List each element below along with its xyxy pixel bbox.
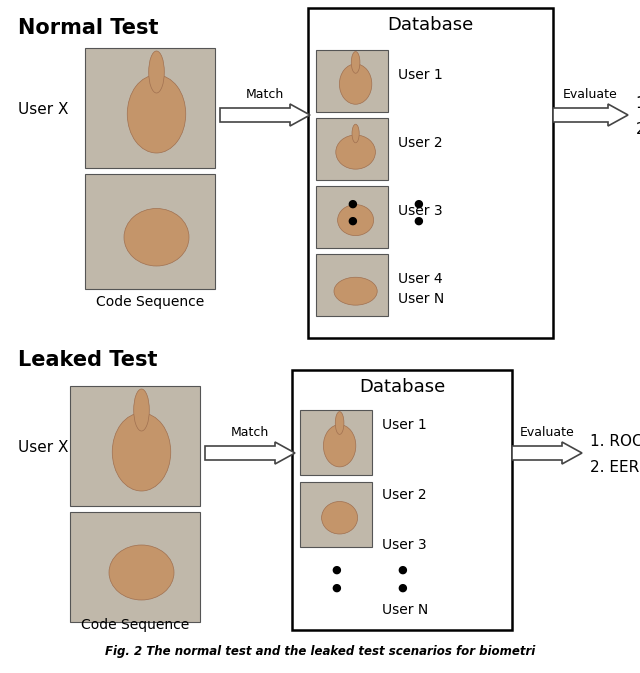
Bar xyxy=(300,482,372,547)
Text: User N: User N xyxy=(398,292,444,306)
Text: Database: Database xyxy=(359,378,445,396)
Ellipse shape xyxy=(112,413,171,491)
Ellipse shape xyxy=(323,425,356,467)
Text: ●: ● xyxy=(413,199,423,209)
Text: Database: Database xyxy=(387,16,474,34)
Text: ●: ● xyxy=(413,216,423,226)
Text: ●: ● xyxy=(331,583,341,593)
Ellipse shape xyxy=(127,75,186,153)
Bar xyxy=(85,48,215,168)
Text: Evaluate: Evaluate xyxy=(563,88,618,101)
Bar xyxy=(85,174,215,289)
Text: User 2: User 2 xyxy=(398,136,443,150)
Text: Fig. 2 The normal test and the leaked test scenarios for biometri: Fig. 2 The normal test and the leaked te… xyxy=(105,645,535,658)
Ellipse shape xyxy=(334,277,377,305)
Text: Normal Test: Normal Test xyxy=(18,18,159,38)
Text: User X: User X xyxy=(18,441,68,456)
Text: Code Sequence: Code Sequence xyxy=(81,618,189,632)
Ellipse shape xyxy=(148,51,164,93)
Text: 2. EER: 2. EER xyxy=(590,460,639,474)
Text: User N: User N xyxy=(382,603,428,617)
Polygon shape xyxy=(205,442,295,464)
Text: Leaked Test: Leaked Test xyxy=(18,350,157,370)
Text: Match: Match xyxy=(231,426,269,439)
Bar xyxy=(300,410,372,475)
Polygon shape xyxy=(512,442,582,464)
Text: User 1: User 1 xyxy=(382,418,427,432)
Bar xyxy=(70,386,200,506)
Ellipse shape xyxy=(336,135,376,169)
Ellipse shape xyxy=(351,52,360,73)
Bar xyxy=(316,186,388,248)
Text: ●: ● xyxy=(397,565,407,575)
Bar xyxy=(292,370,512,630)
Text: User 3: User 3 xyxy=(398,204,443,218)
Text: User X: User X xyxy=(18,102,68,118)
Ellipse shape xyxy=(134,389,149,431)
Text: User 1: User 1 xyxy=(398,68,443,82)
Ellipse shape xyxy=(335,412,344,434)
Ellipse shape xyxy=(339,64,372,104)
Ellipse shape xyxy=(352,125,359,143)
Polygon shape xyxy=(553,104,628,126)
Polygon shape xyxy=(220,104,310,126)
Text: User 3: User 3 xyxy=(382,538,427,552)
Text: User 2: User 2 xyxy=(382,488,427,502)
Ellipse shape xyxy=(338,205,374,236)
Ellipse shape xyxy=(322,501,358,534)
Text: 1. ROC: 1. ROC xyxy=(636,96,640,110)
Bar xyxy=(316,118,388,180)
Bar xyxy=(308,8,553,338)
Text: ●: ● xyxy=(397,583,407,593)
Bar xyxy=(70,512,200,622)
Ellipse shape xyxy=(109,545,174,600)
Text: Code Sequence: Code Sequence xyxy=(96,295,204,309)
Text: ●: ● xyxy=(331,565,341,575)
Bar xyxy=(316,50,388,112)
Ellipse shape xyxy=(124,209,189,266)
Text: Match: Match xyxy=(246,88,284,101)
Text: 1. ROC: 1. ROC xyxy=(590,433,640,448)
Text: ●: ● xyxy=(347,199,357,209)
Text: User 4: User 4 xyxy=(398,272,443,286)
Bar xyxy=(316,254,388,316)
Text: 2. EER: 2. EER xyxy=(636,122,640,137)
Text: ●: ● xyxy=(347,216,357,226)
Text: Evaluate: Evaluate xyxy=(520,426,574,439)
